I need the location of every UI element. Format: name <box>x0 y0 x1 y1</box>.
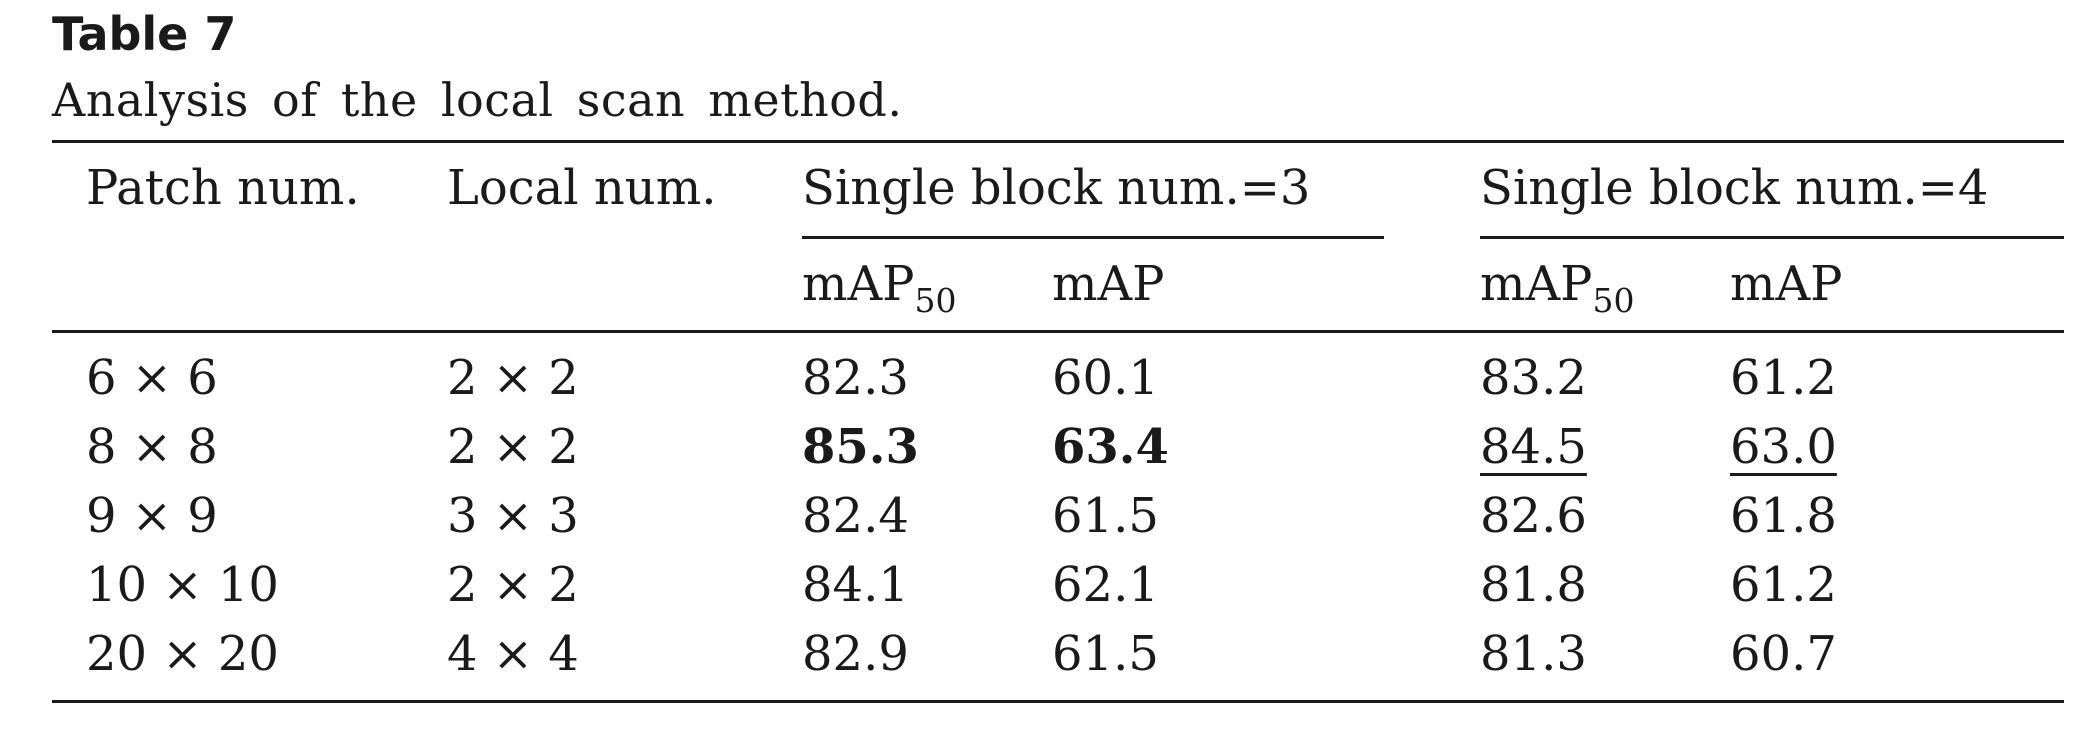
header-local-num: Local num. <box>447 160 717 216</box>
table-cell: 60.1 <box>1052 350 1159 406</box>
group2-rule <box>1480 236 2064 239</box>
table-caption: Analysis of the local scan method. <box>52 73 903 127</box>
second-best-value-cell: 84.5 <box>1480 419 1587 475</box>
table-cell: 84.1 <box>802 557 909 613</box>
table-cell: 61.2 <box>1730 557 1837 613</box>
top-rule <box>52 140 2064 143</box>
table-cell: 4 × 4 <box>447 626 579 682</box>
table-cell: 61.8 <box>1730 488 1837 544</box>
table-cell: 10 × 10 <box>86 557 279 613</box>
table-cell: 82.6 <box>1480 488 1587 544</box>
header-g2-map50: mAP50 <box>1480 254 1634 317</box>
best-value-cell: 63.4 <box>1052 419 1169 475</box>
bottom-rule <box>52 700 2064 703</box>
table-cell: 62.1 <box>1052 557 1159 613</box>
table-cell: 2 × 2 <box>447 419 579 475</box>
group1-rule <box>802 236 1384 239</box>
second-best-value-cell: 63.0 <box>1730 419 1837 475</box>
table-cell: 81.8 <box>1480 557 1587 613</box>
table-cell: 60.7 <box>1730 626 1837 682</box>
header-group1: Single block num.=3 <box>802 160 1311 216</box>
table-cell: 61.5 <box>1052 626 1159 682</box>
map50-subscript: 50 <box>914 281 957 320</box>
table-cell: 82.4 <box>802 488 909 544</box>
header-g1-map50: mAP50 <box>802 254 956 317</box>
table-cell: 82.3 <box>802 350 909 406</box>
header-g1-map: mAP <box>1052 256 1165 312</box>
table-cell: 8 × 8 <box>86 419 218 475</box>
table-cell: 20 × 20 <box>86 626 279 682</box>
table-cell: 61.5 <box>1052 488 1159 544</box>
map50-label: mAP <box>1480 256 1593 312</box>
header-g2-map: mAP <box>1730 256 1843 312</box>
table-cell: 81.3 <box>1480 626 1587 682</box>
table-cell: 9 × 9 <box>86 488 218 544</box>
table-cell: 2 × 2 <box>447 350 579 406</box>
table-cell: 6 × 6 <box>86 350 218 406</box>
table-cell: 83.2 <box>1480 350 1587 406</box>
table-cell: 61.2 <box>1730 350 1837 406</box>
header-patch-num: Patch num. <box>86 160 360 216</box>
table-title: Table 7 <box>52 7 237 61</box>
header-group2: Single block num.=4 <box>1480 160 1989 216</box>
header-bottom-rule <box>52 330 2064 333</box>
table-cell: 82.9 <box>802 626 909 682</box>
map50-subscript: 50 <box>1592 281 1635 320</box>
map50-label: mAP <box>802 256 915 312</box>
table-cell: 2 × 2 <box>447 557 579 613</box>
table-cell: 3 × 3 <box>447 488 579 544</box>
best-value-cell: 85.3 <box>802 419 919 475</box>
